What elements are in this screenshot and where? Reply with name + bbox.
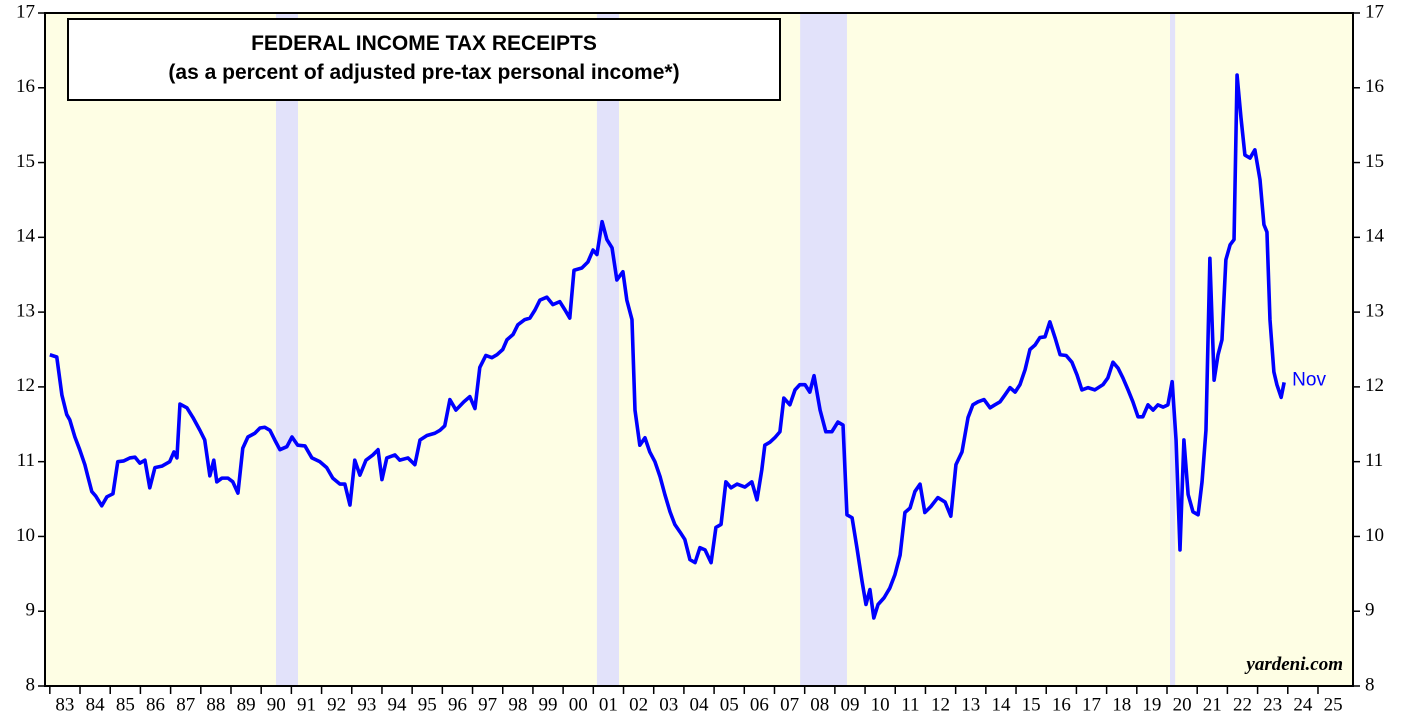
y-tick-label-right: 12 [1365, 375, 1384, 396]
x-tick-label: 84 [86, 694, 106, 715]
y-tick-label-left: 15 [16, 151, 35, 172]
y-tick-label-left: 14 [16, 226, 36, 247]
x-tick-label: 02 [629, 694, 648, 715]
x-tick-label: 08 [810, 694, 829, 715]
x-tick-label: 96 [448, 694, 467, 715]
y-tick-label-right: 13 [1365, 300, 1384, 321]
x-tick-label: 06 [750, 694, 769, 715]
x-tick-label: 23 [1263, 694, 1282, 715]
x-tick-label: 04 [690, 694, 710, 715]
x-tick-label: 14 [991, 694, 1011, 715]
x-tick-label: 25 [1324, 694, 1343, 715]
x-tick-label: 13 [961, 694, 980, 715]
x-tick-label: 15 [1022, 694, 1041, 715]
x-tick-label: 97 [478, 694, 497, 715]
x-tick-label: 86 [146, 694, 165, 715]
x-tick-label: 24 [1293, 694, 1313, 715]
y-tick-label-right: 9 [1365, 600, 1375, 621]
x-tick-label: 87 [176, 694, 195, 715]
x-tick-label: 98 [508, 694, 527, 715]
x-tick-label: 16 [1052, 694, 1071, 715]
x-tick-label: 03 [659, 694, 678, 715]
y-tick-label-left: 16 [16, 76, 35, 97]
y-tick-label-right: 10 [1365, 525, 1384, 546]
plot-frame [44, 12, 1354, 687]
x-tick-label: 90 [267, 694, 286, 715]
recession-band [1170, 13, 1176, 686]
x-tick-label: 01 [599, 694, 618, 715]
x-tick-label: 93 [357, 694, 376, 715]
y-tick-label-left: 9 [26, 600, 36, 621]
chart-title: FEDERAL INCOME TAX RECEIPTS [251, 32, 597, 55]
y-tick-label-right: 8 [1365, 674, 1375, 695]
x-tick-label: 94 [388, 694, 408, 715]
y-tick-label-right: 11 [1365, 450, 1383, 471]
x-tick-label: 00 [569, 694, 588, 715]
source-label: yardeni.com [1244, 654, 1343, 675]
x-tick-label: 22 [1233, 694, 1252, 715]
y-tick-label-right: 17 [1365, 1, 1384, 22]
y-tick-label-left: 13 [16, 300, 35, 321]
recession-band [596, 13, 619, 686]
x-tick-label: 12 [931, 694, 950, 715]
x-tick-label: 85 [116, 694, 135, 715]
title-box [67, 18, 781, 101]
x-tick-label: 09 [840, 694, 859, 715]
y-tick-label-right: 15 [1365, 151, 1384, 172]
y-tick-label-left: 12 [16, 375, 35, 396]
x-tick-label: 95 [418, 694, 437, 715]
y-tick-label-left: 10 [16, 525, 35, 546]
x-tick-label: 11 [901, 694, 919, 715]
x-tick-label: 99 [539, 694, 558, 715]
x-tick-label: 21 [1203, 694, 1222, 715]
x-tick-label: 20 [1173, 694, 1192, 715]
y-tick-label-right: 16 [1365, 76, 1384, 97]
plot-background [45, 13, 1353, 686]
x-tick-label: 83 [55, 694, 74, 715]
x-tick-label: 05 [720, 694, 739, 715]
annotation: Nov [1292, 369, 1326, 390]
x-tick-label: 92 [327, 694, 346, 715]
x-tick-label: 17 [1082, 694, 1101, 715]
x-tick-label: 88 [206, 694, 225, 715]
x-tick-label: 07 [780, 694, 799, 715]
plot-area [45, 13, 1353, 686]
y-tick-label-left: 8 [26, 674, 36, 695]
x-tick-label: 91 [297, 694, 316, 715]
y-tick-label-left: 17 [16, 1, 35, 22]
recession-band [275, 13, 299, 686]
x-tick-label: 18 [1112, 694, 1131, 715]
x-tick-label: 19 [1142, 694, 1161, 715]
data-line [49, 73, 1286, 620]
y-tick-label-right: 14 [1365, 226, 1385, 247]
x-tick-label: 89 [237, 694, 256, 715]
y-tick-label-left: 11 [17, 450, 35, 471]
chart-subtitle: (as a percent of adjusted pre-tax person… [168, 61, 679, 84]
recession-band [800, 13, 847, 686]
x-tick-label: 10 [871, 694, 890, 715]
